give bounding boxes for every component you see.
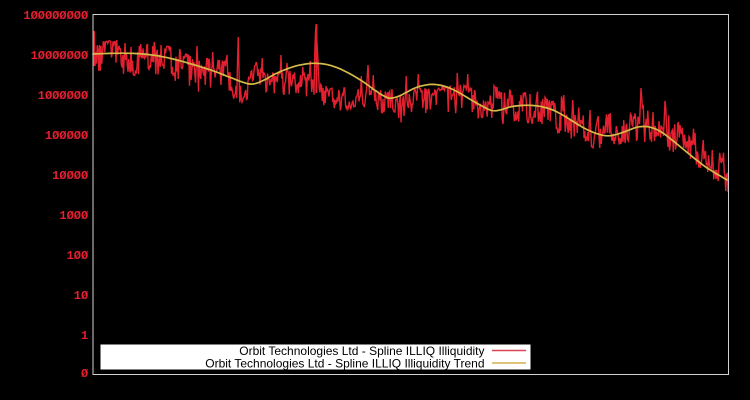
svg-text:1ØØØØØØØØ: 1ØØØØØØØØ: [23, 9, 88, 23]
svg-text:1ØØØØØØ: 1ØØØØØØ: [38, 89, 88, 103]
svg-text:Ø: Ø: [81, 367, 88, 381]
svg-text:1ØØØØØØØ: 1ØØØØØØØ: [31, 49, 89, 63]
svg-text:Orbit Technologies Ltd - Splin: Orbit Technologies Ltd - Spline ILLIQ Il…: [205, 356, 484, 370]
svg-text:1ØØØØØ: 1ØØØØØ: [45, 129, 88, 143]
svg-text:Orbit Technologies Ltd - Splin: Orbit Technologies Ltd - Spline ILLIQ Il…: [239, 344, 484, 358]
svg-text:1ØØØØ: 1ØØØØ: [52, 169, 88, 183]
svg-text:1: 1: [81, 329, 88, 343]
svg-text:1ØØØ: 1ØØØ: [59, 209, 88, 223]
svg-text:1Ø: 1Ø: [74, 289, 88, 303]
svg-text:1ØØ: 1ØØ: [67, 249, 89, 263]
